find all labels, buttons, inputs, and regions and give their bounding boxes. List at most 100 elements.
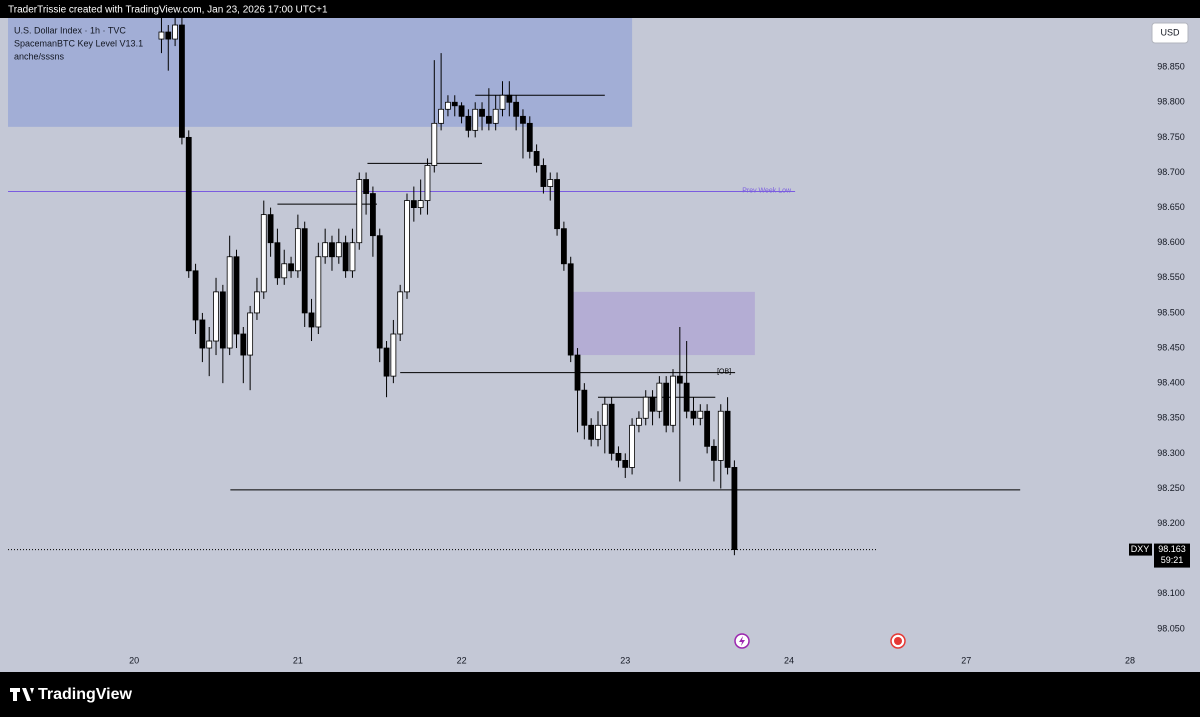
candle-body xyxy=(370,193,376,237)
logo: TradingView xyxy=(10,686,133,703)
candle-body xyxy=(308,312,315,328)
candle-body xyxy=(670,375,676,426)
candle-body xyxy=(247,312,254,356)
candle-body xyxy=(554,179,560,230)
candle-body xyxy=(595,424,601,440)
x-tick-label: 21 xyxy=(293,655,303,665)
y-tick-label: 98.850 xyxy=(1157,62,1185,72)
candle-body xyxy=(533,151,540,166)
candle-body xyxy=(499,94,506,110)
price-badge xyxy=(1154,543,1190,568)
candle-body xyxy=(704,410,711,447)
y-tick-label: 98.600 xyxy=(1157,237,1185,247)
candle-body xyxy=(636,417,642,426)
y-tick-label: 98.350 xyxy=(1157,413,1185,423)
candle-body xyxy=(349,242,356,272)
candle-body xyxy=(676,375,683,384)
candle-body xyxy=(240,333,247,356)
y-tick-label: 98.550 xyxy=(1157,272,1185,282)
currency-button[interactable] xyxy=(1151,22,1189,44)
candle-body xyxy=(356,179,363,244)
y-tick-label: 98.700 xyxy=(1157,167,1185,177)
candle-body xyxy=(383,347,390,377)
candle-body xyxy=(342,242,349,272)
y-tick-label: 98.250 xyxy=(1157,483,1185,493)
legend-indicator: anche/sssns xyxy=(14,51,65,61)
y-tick-label: 98.400 xyxy=(1157,378,1185,388)
candle-body xyxy=(588,424,595,440)
candle-body xyxy=(601,403,608,426)
candle-body xyxy=(445,101,451,110)
candle-body xyxy=(731,467,738,550)
key-level-label: [OB] xyxy=(717,368,731,375)
x-tick-label: 27 xyxy=(961,655,971,665)
candle-body xyxy=(294,228,301,272)
candle-body xyxy=(404,200,410,293)
candle-body xyxy=(615,452,622,461)
candle-body xyxy=(329,242,335,258)
candle-body xyxy=(172,24,179,40)
candle-body xyxy=(465,115,472,131)
y-tick-label: 98.100 xyxy=(1157,588,1185,598)
candle-body xyxy=(185,136,192,272)
x-tick-label: 22 xyxy=(457,655,467,665)
candle-body xyxy=(479,108,485,117)
candle-body xyxy=(526,122,533,152)
legend-title: U.S. Dollar Index · 1h · TVC xyxy=(14,25,126,35)
credit: TraderTrissie created with TradingView.c… xyxy=(8,5,328,16)
candle-body xyxy=(213,291,219,342)
candle-body xyxy=(233,256,240,335)
zones xyxy=(8,18,755,356)
y-tick-label: 98.800 xyxy=(1157,97,1185,107)
countdown-label: 59:21 xyxy=(1161,555,1184,565)
candle-body xyxy=(629,424,635,468)
candle-body xyxy=(649,396,656,412)
candle-body xyxy=(192,270,199,321)
candle-body xyxy=(206,340,213,349)
price-label: 98.163 xyxy=(1158,544,1186,554)
key-level-label: Prev Week Low xyxy=(742,187,792,194)
candle-body xyxy=(711,445,717,461)
x-tick-label: 24 xyxy=(784,655,794,665)
zone xyxy=(570,291,755,356)
candle-body xyxy=(363,179,369,194)
y-tick-label: 98.450 xyxy=(1157,342,1185,352)
candle-body xyxy=(301,228,308,314)
candle-body xyxy=(260,214,267,293)
candle-body xyxy=(506,94,513,103)
x-tick-label: 28 xyxy=(1125,655,1135,665)
candle-body xyxy=(410,200,417,208)
candle-body xyxy=(417,200,424,208)
candle-body xyxy=(683,382,690,412)
candle-body xyxy=(179,24,185,138)
candle-body xyxy=(315,256,322,328)
axes: 98.850 98.800 98.750 98.700 98.650 98.600 98.5… xyxy=(129,62,1190,665)
candle-body xyxy=(451,101,458,107)
candle-body xyxy=(547,179,554,187)
candle-body xyxy=(724,410,731,468)
symbol-label: DXY xyxy=(1131,544,1150,554)
currency-label[interactable]: USD xyxy=(1160,27,1180,37)
candle-body xyxy=(485,115,492,124)
candle-body xyxy=(438,108,445,124)
candle-body xyxy=(656,382,663,412)
candle-body xyxy=(274,242,281,279)
symbol-badge xyxy=(1129,543,1152,556)
candle-body xyxy=(717,410,724,461)
brand: TradingView xyxy=(38,686,133,703)
candle-body xyxy=(567,263,574,356)
candle-body xyxy=(281,263,288,279)
x-tick-label: 20 xyxy=(129,655,139,665)
candle-body xyxy=(267,214,274,244)
candle-body xyxy=(219,291,226,349)
candle-body xyxy=(540,165,547,187)
candle-body xyxy=(608,403,615,454)
candle-body xyxy=(431,122,438,166)
candle-body xyxy=(158,31,165,40)
candle-body xyxy=(581,389,588,426)
y-tick-label: 98.300 xyxy=(1157,448,1185,458)
candle-body xyxy=(472,108,479,131)
candle-body xyxy=(492,108,499,124)
candle-body xyxy=(424,165,431,201)
candle-body xyxy=(574,354,581,391)
